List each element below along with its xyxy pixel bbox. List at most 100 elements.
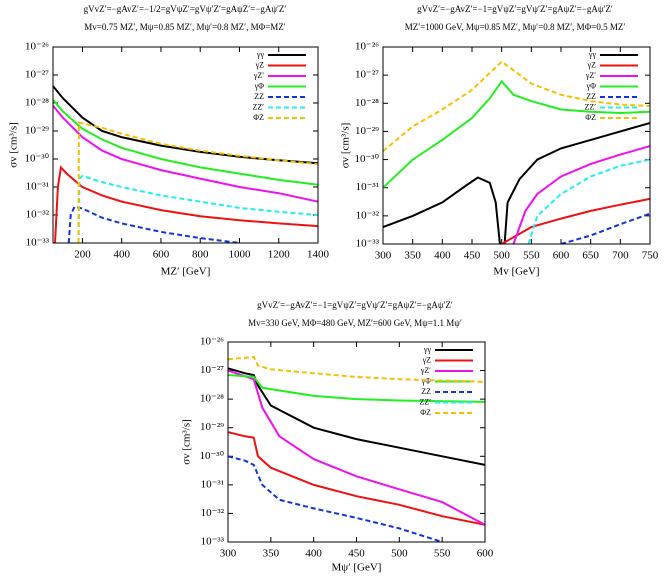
series-line	[228, 431, 485, 526]
series-line	[383, 60, 650, 152]
series-line	[228, 367, 485, 466]
x-tick-label: 750	[642, 250, 659, 262]
x-tick-label: 600	[153, 249, 170, 261]
legend-label: γγ	[256, 50, 265, 59]
series-line	[383, 122, 650, 244]
legend-label: γZ′	[420, 366, 431, 375]
series-line	[383, 79, 650, 189]
plot-frame	[382, 46, 651, 245]
x-tick-label: 300	[220, 548, 237, 560]
series-line	[527, 158, 650, 244]
legend-label: ΦZ	[420, 408, 431, 417]
y-tick-label: 10⁻³⁰	[354, 153, 379, 165]
y-tick-label: 10⁻³¹	[356, 181, 379, 193]
x-tick-label: 550	[434, 548, 451, 560]
x-tick-label: 500	[493, 250, 510, 262]
x-tick-label: 200	[74, 249, 91, 261]
y-tick-label: 10⁻³¹	[201, 478, 224, 490]
series-line	[228, 455, 443, 542]
y-tick-label: 10⁻²⁹	[25, 125, 49, 137]
series-line	[512, 145, 650, 244]
x-tick-label: 650	[582, 250, 599, 262]
legend-label: γZ′	[253, 71, 264, 80]
x-tick-label: 400	[113, 249, 130, 261]
chart-title: gVvZ′=−gAvZ′=−1=gVψZ′=gVψ′Z′=gAψZ′=−gAψ′…	[417, 4, 613, 14]
legend-label: ZZ	[421, 387, 431, 396]
series-line	[54, 165, 318, 243]
series-line	[228, 369, 485, 526]
x-tick-label: 450	[348, 548, 365, 560]
series-line	[77, 121, 318, 243]
y-tick-label: 10⁻²⁷	[25, 69, 49, 81]
y-tick-label: 10⁻³³	[201, 536, 225, 548]
y-tick-label: 10⁻²⁹	[200, 421, 224, 433]
y-tick-label: 10⁻²⁹	[355, 125, 379, 137]
y-tick-label: 10⁻²⁷	[200, 364, 224, 376]
legend-label: γZ′	[585, 71, 596, 80]
x-tick-label: 600	[477, 548, 494, 560]
x-tick-label: 600	[553, 250, 570, 262]
legend-label: ZZ′	[584, 102, 596, 111]
plot-frame	[52, 46, 319, 244]
series-line	[77, 174, 318, 243]
plot-frame	[227, 341, 486, 543]
legend-label: ΦZ	[253, 113, 264, 122]
x-tick-label: 1000	[228, 249, 251, 261]
x-axis-label: MZ′ [GeV]	[161, 266, 211, 278]
legend-label: ΦZ	[585, 113, 596, 122]
x-tick-label: 300	[375, 250, 392, 262]
legend-label: γZ	[255, 60, 265, 69]
series-line	[560, 212, 650, 244]
x-tick-label: 450	[464, 250, 481, 262]
chart-title: gVvZ′=−gAvZ′=−1/2=gVψZ′=gVψ′Z′=gAψZ′=−gA…	[84, 4, 287, 14]
legend-label: ZZ	[254, 92, 264, 101]
y-axis-label: σv [cm³/s]	[340, 123, 352, 169]
y-tick-label: 10⁻³²	[356, 209, 380, 221]
y-tick-label: 10⁻²⁸	[355, 97, 379, 109]
x-tick-label: 1400	[307, 249, 330, 261]
y-tick-label: 10⁻³⁰	[199, 450, 224, 462]
legend-label: γΦ	[586, 81, 597, 90]
legend-label: γZ	[587, 60, 597, 69]
y-tick-label: 10⁻³²	[26, 209, 50, 221]
y-tick-label: 10⁻³²	[201, 507, 225, 519]
y-tick-label: 10⁻²⁸	[25, 97, 49, 109]
legend-label: ZZ	[586, 92, 596, 101]
x-tick-label: 1200	[268, 249, 291, 261]
y-tick-label: 10⁻³¹	[26, 181, 49, 193]
legend-label: ZZ′	[419, 397, 431, 406]
series-line	[53, 105, 318, 203]
series-line	[67, 205, 240, 243]
y-tick-label: 10⁻²⁷	[355, 69, 379, 81]
x-tick-label: 550	[523, 250, 540, 262]
legend-label: γγ	[588, 50, 597, 59]
series-line	[228, 374, 485, 403]
y-tick-label: 10⁻³⁰	[24, 153, 49, 165]
legend-label: ZZ′	[252, 102, 264, 111]
y-tick-label: 10⁻³³	[26, 237, 50, 249]
legend-label: γΦ	[254, 81, 265, 90]
series-line	[501, 197, 650, 244]
y-tick-label: 10⁻²⁶	[25, 41, 49, 53]
x-axis-label: Mψ′ [GeV]	[332, 562, 382, 574]
y-axis-label: σv [cm³/s]	[181, 419, 193, 465]
x-tick-label: 700	[612, 250, 629, 262]
x-tick-label: 500	[391, 548, 408, 560]
x-tick-label: 400	[305, 548, 322, 560]
chart-subtitle: Mv=330 GeV, MΦ=480 GeV, MZ′=600 GeV, Mψ=…	[248, 318, 462, 328]
x-tick-label: 400	[434, 250, 451, 262]
y-axis-label: σv [cm³/s]	[8, 122, 20, 168]
series-line	[53, 99, 318, 186]
y-tick-label: 10⁻²⁶	[200, 336, 224, 348]
x-tick-label: 350	[404, 250, 421, 262]
y-tick-label: 10⁻²⁸	[200, 393, 224, 405]
x-tick-label: 350	[263, 548, 280, 560]
chart-subtitle: MZ′=1000 GeV, Mψ=0.85 MZ′, Mψ′=0.8 MZ′, …	[405, 22, 626, 32]
legend-label: γZ	[422, 355, 432, 364]
chart-title: gVvZ′=−gAvZ′=−1=gVψZ′=gVψ′Z′=gAψZ′=−gAψ′…	[257, 300, 453, 310]
x-axis-label: Mv [GeV]	[493, 266, 539, 278]
chart-subtitle: Mv=0.75 MZ′, Mψ=0.85 MZ′, Mψ′=0.8 MZ′, M…	[84, 22, 286, 32]
y-tick-label: 10⁻³³	[356, 238, 380, 250]
legend-label: γγ	[423, 345, 432, 354]
